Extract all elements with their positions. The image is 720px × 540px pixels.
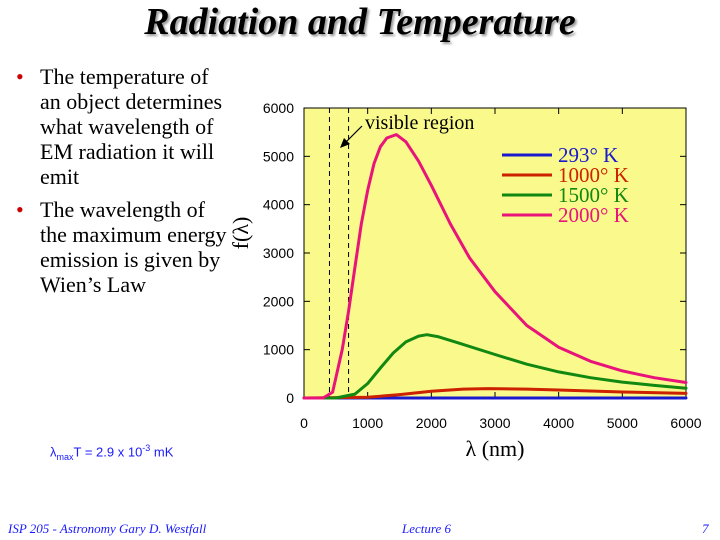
- legend-label: 293° K: [558, 143, 618, 167]
- x-tick-label: 4000: [543, 415, 574, 431]
- bullet-list: • The temperature of an object determine…: [14, 64, 229, 305]
- series-line: [302, 333, 688, 400]
- bullet-dot-icon: •: [16, 64, 24, 89]
- bullet-dot-icon: •: [16, 197, 24, 222]
- annotation-arrow: [345, 125, 363, 143]
- y-tick-label: 2000: [263, 293, 294, 309]
- footer-lecture: Lecture 6: [402, 521, 451, 536]
- bullet-text: The wavelength of the maximum energy emi…: [40, 197, 227, 297]
- footer-course: ISP 205 - Astronomy Gary D. Westfall: [8, 521, 207, 536]
- legend-label: 1500° K: [558, 183, 629, 207]
- axis-ticks: 0 1000 2000 3000 4000 5000 6000 0 1000 2000 3000 40…: [263, 100, 702, 431]
- y-tick-label: 1000: [263, 342, 294, 358]
- wien-law-formula: λmaxT = 2.9 x 10-3 mK: [50, 443, 173, 462]
- y-tick-label: 4000: [263, 197, 294, 213]
- bullet-item: • The wavelength of the maximum energy e…: [14, 197, 229, 297]
- formula-exponent: -3: [142, 443, 151, 453]
- series-line: [302, 133, 688, 400]
- x-tick-label: 3000: [479, 415, 510, 431]
- y-tick-label: 3000: [263, 245, 294, 261]
- y-tick-label: 5000: [263, 148, 294, 164]
- visible-region-lines: [328, 108, 350, 398]
- bullet-text: The temperature of an object determines …: [40, 64, 223, 189]
- formula-body: T = 2.9 x 10: [73, 444, 143, 460]
- x-tick-label: 1000: [352, 415, 383, 431]
- formula-subscript: max: [56, 451, 74, 462]
- series-group: [302, 133, 688, 400]
- legend-label: 1000° K: [558, 163, 629, 187]
- formula-lambda: λ: [50, 444, 57, 460]
- x-tick-label: 2000: [416, 415, 447, 431]
- x-tick-label: 0: [300, 415, 308, 431]
- arrow-head-icon: [340, 138, 350, 148]
- slide-title: Radiation and Temperature: [144, 1, 576, 43]
- x-tick-label: 6000: [670, 415, 701, 431]
- y-tick-label: 0: [286, 390, 294, 406]
- footer-page-number: 7: [702, 521, 709, 536]
- x-tick-label: 5000: [607, 415, 638, 431]
- y-tick-label: 6000: [263, 100, 294, 116]
- x-axis-label: λ (nm): [466, 436, 525, 461]
- y-axis-label: f(λ): [228, 217, 253, 250]
- bullet-item: • The temperature of an object determine…: [14, 64, 229, 189]
- annotation-text: visible region: [365, 112, 474, 134]
- series-line: [302, 387, 688, 400]
- legend-label: 2000° K: [558, 203, 629, 227]
- formula-unit: mK: [150, 444, 174, 460]
